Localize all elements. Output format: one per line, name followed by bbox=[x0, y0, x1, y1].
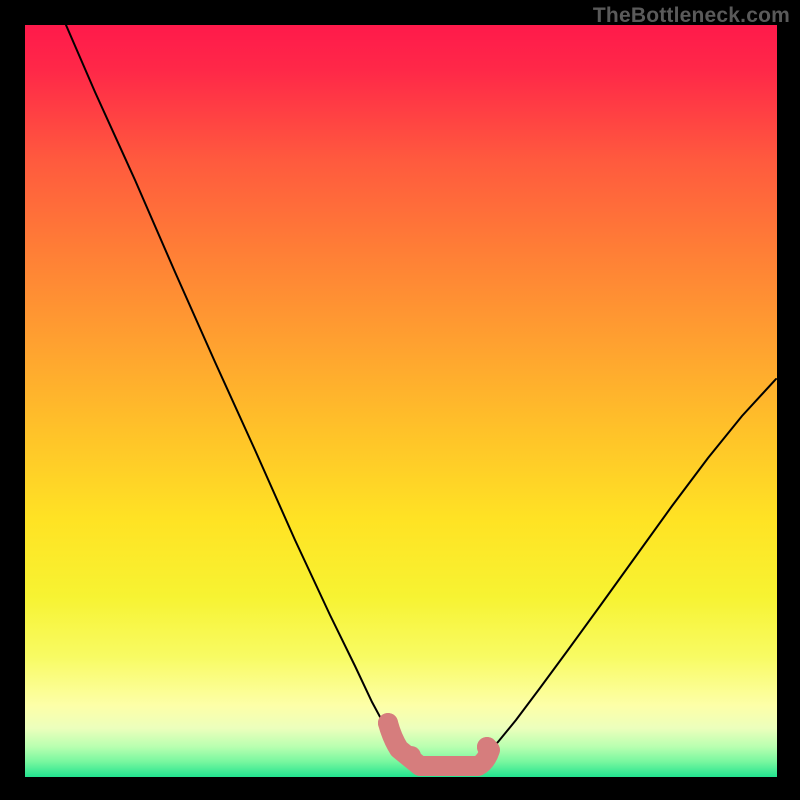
watermark-text: TheBottleneck.com bbox=[593, 4, 790, 28]
bottleneck-chart bbox=[0, 0, 800, 800]
plot-background bbox=[25, 25, 777, 777]
